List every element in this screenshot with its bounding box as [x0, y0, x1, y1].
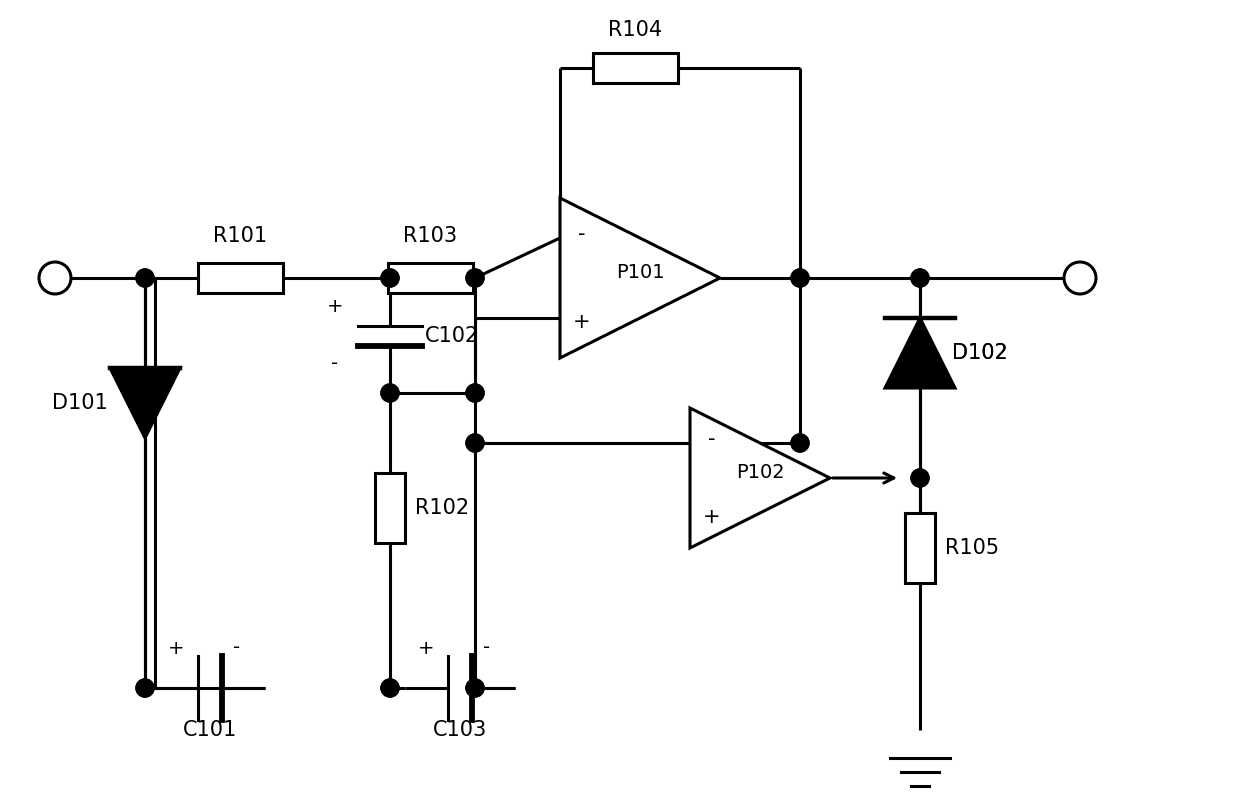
Text: +: + — [418, 638, 434, 658]
Text: R104: R104 — [608, 20, 662, 40]
Circle shape — [911, 269, 929, 287]
Text: R102: R102 — [415, 498, 470, 518]
Circle shape — [382, 679, 399, 697]
Polygon shape — [885, 318, 955, 388]
Text: -: - — [579, 224, 586, 244]
Bar — [197, 263, 282, 293]
Circle shape — [466, 269, 484, 287]
Circle shape — [790, 269, 809, 287]
Circle shape — [911, 469, 929, 487]
Bar — [904, 513, 935, 583]
Circle shape — [382, 269, 399, 287]
Text: C102: C102 — [425, 326, 479, 346]
Circle shape — [382, 384, 399, 402]
Text: -: - — [483, 638, 491, 658]
Circle shape — [136, 679, 154, 697]
Circle shape — [466, 384, 484, 402]
Text: D102: D102 — [952, 343, 1007, 363]
Text: D102: D102 — [952, 343, 1007, 363]
Text: -: - — [233, 638, 240, 658]
Text: -: - — [709, 429, 716, 449]
Circle shape — [466, 434, 484, 452]
Circle shape — [466, 434, 484, 452]
Bar — [388, 263, 472, 293]
Text: +: + — [167, 638, 185, 658]
Circle shape — [790, 269, 809, 287]
Text: +: + — [704, 507, 721, 527]
Circle shape — [382, 269, 399, 287]
Polygon shape — [560, 198, 720, 358]
Text: -: - — [332, 355, 338, 373]
Text: P101: P101 — [616, 263, 664, 281]
Circle shape — [1064, 262, 1097, 294]
Circle shape — [136, 679, 154, 697]
Polygon shape — [110, 368, 180, 438]
Circle shape — [790, 434, 809, 452]
Bar — [592, 53, 678, 83]
Circle shape — [136, 269, 154, 287]
Text: +: + — [327, 297, 343, 315]
Text: C101: C101 — [183, 720, 237, 740]
Circle shape — [382, 384, 399, 402]
Polygon shape — [690, 408, 830, 548]
Circle shape — [136, 269, 154, 287]
Circle shape — [382, 679, 399, 697]
Circle shape — [790, 434, 809, 452]
Bar — [375, 473, 405, 543]
Text: P102: P102 — [736, 462, 784, 482]
Circle shape — [38, 262, 71, 294]
Text: R105: R105 — [945, 538, 999, 558]
Text: R101: R101 — [213, 226, 268, 246]
Text: +: + — [574, 312, 591, 332]
Text: D101: D101 — [52, 393, 108, 413]
Circle shape — [466, 679, 484, 697]
Circle shape — [911, 469, 929, 487]
Circle shape — [911, 269, 929, 287]
Text: C103: C103 — [432, 720, 487, 740]
Circle shape — [466, 269, 484, 287]
Text: R103: R103 — [403, 226, 457, 246]
Circle shape — [466, 384, 484, 402]
Circle shape — [466, 679, 484, 697]
